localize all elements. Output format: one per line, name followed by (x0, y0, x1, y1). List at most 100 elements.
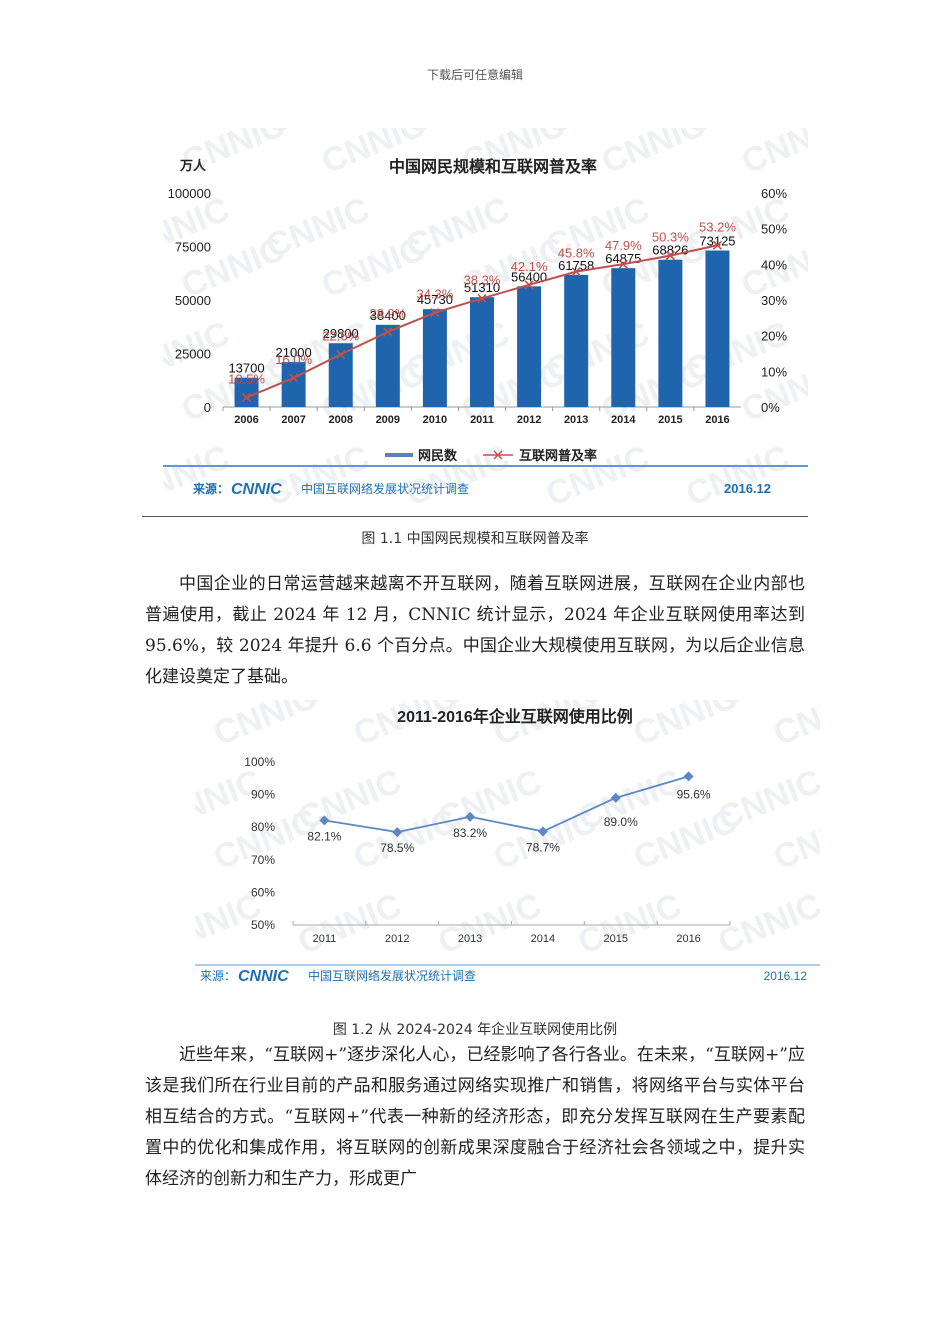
line-value-label: 28.9% (369, 306, 406, 321)
usage-line (324, 775, 689, 834)
source-line: 来源： CNNIC 中国互联网络发展状况统计调查 2016.12 (192, 481, 771, 498)
y2-tick-label: 0% (761, 400, 780, 415)
watermark-text: CNNIC (348, 700, 462, 753)
y-axis-label: 万人 (179, 158, 207, 173)
body-paragraph-1: 中国企业的日常运营越来越离不开互联网，随着互联网进展，互联网在企业内部也普遍使用… (145, 569, 805, 693)
y-tick-label: 100% (244, 755, 275, 769)
x-tick-label: 2007 (281, 414, 305, 426)
watermark-text: CNNIC (176, 128, 290, 181)
x-tick-label: 2015 (658, 414, 682, 426)
diamond-marker-icon (465, 811, 476, 822)
y-tick-label: 75000 (175, 240, 211, 255)
x-tick-label: 2015 (604, 933, 628, 945)
diamond-marker-icon (683, 771, 694, 782)
bar-value-label: 21000 (276, 345, 312, 360)
figure2-caption: 图 1.2 从 2024-2024 年企业互联网使用比例 (332, 1022, 618, 1038)
line-value-label: 47.9% (605, 238, 642, 253)
diamond-marker-icon (392, 827, 403, 838)
y2-tick-label: 20% (761, 329, 787, 344)
bar-value-label: 73125 (699, 234, 735, 249)
x-tick-label: 2012 (385, 933, 409, 945)
x-tick-label: 2012 (517, 414, 541, 426)
y2-tick-label: 60% (761, 186, 787, 201)
x-marker-icon (524, 280, 534, 290)
svg-text:中国互联网络发展状况统计调查: 中国互联网络发展状况统计调查 (301, 481, 469, 496)
y2-tick-label: 30% (761, 293, 787, 308)
bar-value-label: 29800 (323, 326, 359, 341)
x-tick-label: 2014 (531, 933, 555, 945)
bar-value-label: 45730 (417, 292, 453, 307)
x-marker-icon (336, 349, 346, 359)
bar (611, 268, 636, 407)
x-tick-label: 2006 (234, 414, 258, 426)
y-tick-label: 25000 (175, 347, 211, 362)
figure-enterprise-internet-chart: CNNIC CNNIC CNNIC CNNIC CNNIC CNNIC CNNIC CNNIC… (153, 638, 950, 990)
x-marker-icon (493, 450, 503, 460)
y-tick-label: 0 (204, 400, 211, 415)
line-value-label: 53.2% (699, 219, 736, 234)
point-value-label: 82.1% (307, 829, 341, 843)
left-axis-ticks: 0 25000 50000 75000 100000 (168, 186, 211, 415)
bar (422, 309, 447, 407)
figure-divider (142, 516, 808, 517)
x-tick-label: 2011 (313, 933, 337, 945)
x-tick-label: 2014 (611, 414, 636, 426)
x-tick-label: 2013 (564, 414, 588, 426)
point-value-label: 89.0% (604, 815, 638, 829)
bar (517, 286, 542, 407)
bar-value-label: 61758 (558, 258, 594, 273)
figure-internet-users-chart: CNNIC CNNIC CNNIC CNNIC CNNIC CNNIC CNNIC CNNIC… (121, 66, 950, 514)
y2-tick-label: 10% (761, 364, 787, 379)
bar (470, 297, 494, 407)
svg-text:2016.12: 2016.12 (724, 481, 771, 496)
watermark-text: CNNIC (208, 700, 322, 753)
y-tick-label: 80% (251, 820, 275, 834)
diamond-marker-icon (610, 792, 621, 803)
x-marker-icon (618, 259, 628, 269)
watermark-text: CNNIC (573, 886, 687, 962)
bar (375, 324, 400, 407)
bar-value-label: 38400 (370, 308, 406, 323)
bar (234, 377, 259, 407)
watermark-text: CNNIC (713, 886, 820, 962)
x-marker-icon (571, 267, 581, 277)
line-value-label: 50.3% (652, 230, 689, 245)
svg-text:中国互联网络发展状况统计调查: 中国互联网络发展状况统计调查 (308, 968, 476, 983)
bar-value-label: 13700 (228, 361, 264, 376)
line-series: 82.1% 78.5% 83.2% 78.7% 89.0% 95.6% (307, 771, 711, 855)
watermark-text: CNNIC (488, 700, 602, 753)
bar (658, 259, 683, 407)
point-value-label: 78.7% (526, 840, 560, 854)
point-value-label: 95.6% (677, 787, 711, 801)
bar-value-label: 56400 (511, 269, 547, 284)
watermark-text: CNNIC (596, 128, 710, 181)
bar-labels: 13700 21000 29800 38400 45730 51310 56400 61758… (228, 234, 735, 376)
legend-label: 互联网普及率 (519, 448, 597, 463)
x-tick-label: 2016 (676, 933, 700, 945)
bar (281, 362, 306, 407)
x-marker-icon (665, 251, 675, 261)
legend: 网民数 互联网普及率 (385, 448, 597, 463)
y-tick-label: 100000 (168, 186, 211, 201)
header-note: 下载后可任意编辑 (426, 68, 523, 82)
x-marker-icon (477, 293, 487, 303)
figure1-caption: 图 1.1 中国网民规模和互联网普及率 (361, 531, 589, 547)
line-value-label: 45.8% (558, 246, 595, 261)
x-axis-ticks: 2011 2012 2013 2014 2015 2016 (292, 921, 731, 945)
watermark-text: CNNIC (768, 700, 820, 753)
source-line: 来源： CNNIC 中国互联网络发展状况统计调查 2016.12 (200, 968, 807, 985)
bar-series (234, 250, 730, 407)
watermark-text: CNNIC (293, 886, 407, 962)
x-marker-icon (430, 308, 440, 318)
legend-label: 网民数 (418, 448, 458, 463)
y-tick-label: 70% (251, 853, 275, 867)
x-tick-label: 2008 (328, 414, 352, 426)
svg-text:来源：: 来源： (200, 969, 236, 983)
point-value-label: 83.2% (453, 826, 487, 840)
y2-tick-label: 40% (761, 257, 787, 272)
line-value-label: 10.5% (228, 372, 265, 387)
line-value-label: 16.0% (275, 352, 312, 367)
diamond-marker-icon (537, 826, 548, 837)
